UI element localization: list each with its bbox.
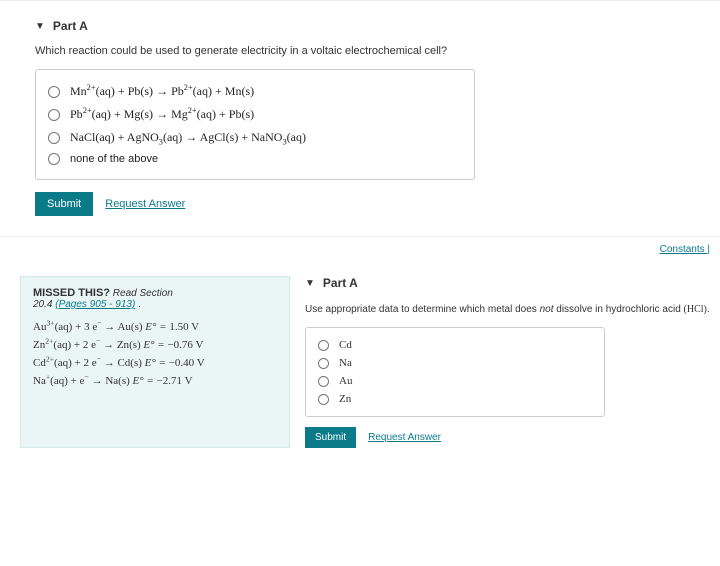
question-text: Which reaction could be used to generate… <box>35 45 685 57</box>
submit-button-2[interactable]: Submit <box>305 427 356 448</box>
opt-b-1[interactable]: Cd <box>318 336 592 354</box>
radio-b-2[interactable] <box>318 358 329 369</box>
opt-b-4[interactable]: Zn <box>318 390 592 408</box>
caret-down-icon-2: ▼ <box>305 278 315 289</box>
half-reaction-3: Cd2+(aq) + 2 e− → Cd(s) E° = −0.40 V <box>33 354 277 372</box>
radio-b-1[interactable] <box>318 340 329 351</box>
radio-b-4[interactable] <box>318 394 329 405</box>
option-1[interactable]: Mn2+(aq) + Pb(s) → Pb2+(aq) + Mn(s) <box>48 80 462 103</box>
radio-option-1[interactable] <box>48 86 60 98</box>
submit-button[interactable]: Submit <box>35 192 93 216</box>
request-answer-link[interactable]: Request Answer <box>105 198 185 210</box>
constants-link[interactable]: Constants | <box>660 244 710 255</box>
missed-dot: . <box>135 299 141 310</box>
option-2-label: Pb2+(aq) + Mg(s) → Mg2+(aq) + Pb(s) <box>70 107 254 122</box>
radio-b-3[interactable] <box>318 376 329 387</box>
part-a-header[interactable]: ▼ Part A <box>35 11 685 45</box>
request-answer-link-2[interactable]: Request Answer <box>368 432 441 443</box>
options-box-sm: Cd Na Au Zn <box>305 327 605 417</box>
question-b-text: Use appropriate data to determine which … <box>305 304 712 315</box>
missed-sub-a: 20.4 <box>33 299 55 310</box>
option-3[interactable]: NaCl(aq) + AgNO3(aq) → AgCl(s) + NaNO3(a… <box>48 126 462 149</box>
part-b-header[interactable]: ▼ Part A <box>305 276 712 294</box>
opt-b-3[interactable]: Au <box>318 372 592 390</box>
opt-b-3-label: Au <box>339 375 352 387</box>
option-4[interactable]: none of the above <box>48 149 462 169</box>
missed-title: MISSED THIS? <box>33 287 110 299</box>
half-reaction-1: Au3+(aq) + 3 e− → Au(s) E° = 1.50 V <box>33 318 277 336</box>
options-box: Mn2+(aq) + Pb(s) → Pb2+(aq) + Mn(s) Pb2+… <box>35 69 475 180</box>
option-2[interactable]: Pb2+(aq) + Mg(s) → Mg2+(aq) + Pb(s) <box>48 103 462 126</box>
opt-b-4-label: Zn <box>339 393 351 405</box>
missed-this-box: MISSED THIS? Read Section 20.4 (Pages 90… <box>20 276 290 448</box>
radio-option-2[interactable] <box>48 109 60 121</box>
half-reaction-2: Zn2+(aq) + 2 e− → Zn(s) E° = −0.76 V <box>33 336 277 354</box>
caret-down-icon: ▼ <box>35 21 45 32</box>
option-1-label: Mn2+(aq) + Pb(s) → Pb2+(aq) + Mn(s) <box>70 84 254 99</box>
radio-option-3[interactable] <box>48 132 60 144</box>
opt-b-1-label: Cd <box>339 339 352 351</box>
option-3-label: NaCl(aq) + AgNO3(aq) → AgCl(s) + NaNO3(a… <box>70 130 306 145</box>
radio-option-4[interactable] <box>48 153 60 165</box>
opt-b-2-label: Na <box>339 357 352 369</box>
part-b-title: Part A <box>323 276 358 290</box>
option-4-label: none of the above <box>70 153 158 165</box>
opt-b-2[interactable]: Na <box>318 354 592 372</box>
missed-read: Read Section <box>110 288 173 299</box>
missed-pages-link[interactable]: (Pages 905 - 913) <box>55 299 135 310</box>
half-reaction-4: Na+(aq) + e− → Na(s) E° = −2.71 V <box>33 372 277 390</box>
part-a-title: Part A <box>53 19 88 33</box>
